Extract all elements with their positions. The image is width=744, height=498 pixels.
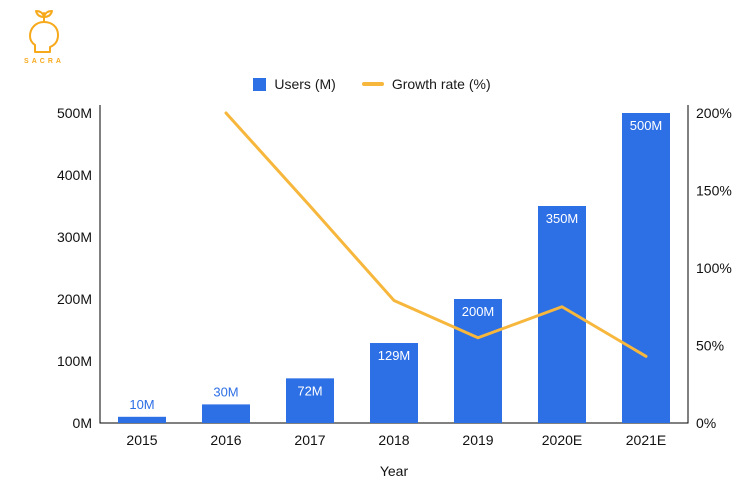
svg-text:2019: 2019 xyxy=(462,432,493,448)
growth-swatch-icon xyxy=(361,82,384,86)
svg-text:200M: 200M xyxy=(462,304,495,319)
svg-text:200M: 200M xyxy=(57,291,92,307)
svg-text:0%: 0% xyxy=(696,415,716,431)
svg-text:0M: 0M xyxy=(73,415,92,431)
svg-text:400M: 400M xyxy=(57,167,92,183)
users-swatch-icon xyxy=(253,77,267,91)
svg-text:2015: 2015 xyxy=(126,432,157,448)
svg-text:50%: 50% xyxy=(696,338,724,354)
svg-text:10M: 10M xyxy=(129,397,154,412)
svg-text:Year: Year xyxy=(380,463,409,479)
svg-text:2018: 2018 xyxy=(378,432,409,448)
users-growth-chart: 0M 100M 200M 300M 400M 500M 0% 50% 100% 150% 200% 1… xyxy=(57,105,732,479)
chart-legend: Users (M) Growth rate (%) xyxy=(0,76,744,92)
svg-text:30M: 30M xyxy=(213,384,238,399)
svg-text:2017: 2017 xyxy=(294,432,325,448)
legend-label-growth: Growth rate (%) xyxy=(391,76,491,92)
svg-text:200%: 200% xyxy=(696,105,732,121)
svg-text:100M: 100M xyxy=(57,353,92,369)
legend-label-users: Users (M) xyxy=(274,76,336,92)
sacra-head-sprout-icon xyxy=(29,10,59,53)
sacra-logo: SACRA xyxy=(24,10,64,65)
svg-text:72M: 72M xyxy=(297,383,322,398)
legend-item-growth: Growth rate (%) xyxy=(361,76,491,92)
brand-name: SACRA xyxy=(24,58,64,65)
svg-text:300M: 300M xyxy=(57,229,92,245)
svg-text:500M: 500M xyxy=(57,105,92,121)
svg-text:350M: 350M xyxy=(546,211,579,226)
svg-text:500M: 500M xyxy=(630,118,663,133)
svg-text:2016: 2016 xyxy=(210,432,241,448)
svg-text:129M: 129M xyxy=(378,348,411,363)
svg-text:2021E: 2021E xyxy=(626,432,666,448)
svg-text:2020E: 2020E xyxy=(542,432,582,448)
legend-item-users: Users (M) xyxy=(253,76,336,92)
svg-text:100%: 100% xyxy=(696,260,732,276)
svg-text:150%: 150% xyxy=(696,183,732,199)
chart-area: 0M 100M 200M 300M 400M 500M 0% 50% 100% 150% 200% 1… xyxy=(0,98,744,495)
